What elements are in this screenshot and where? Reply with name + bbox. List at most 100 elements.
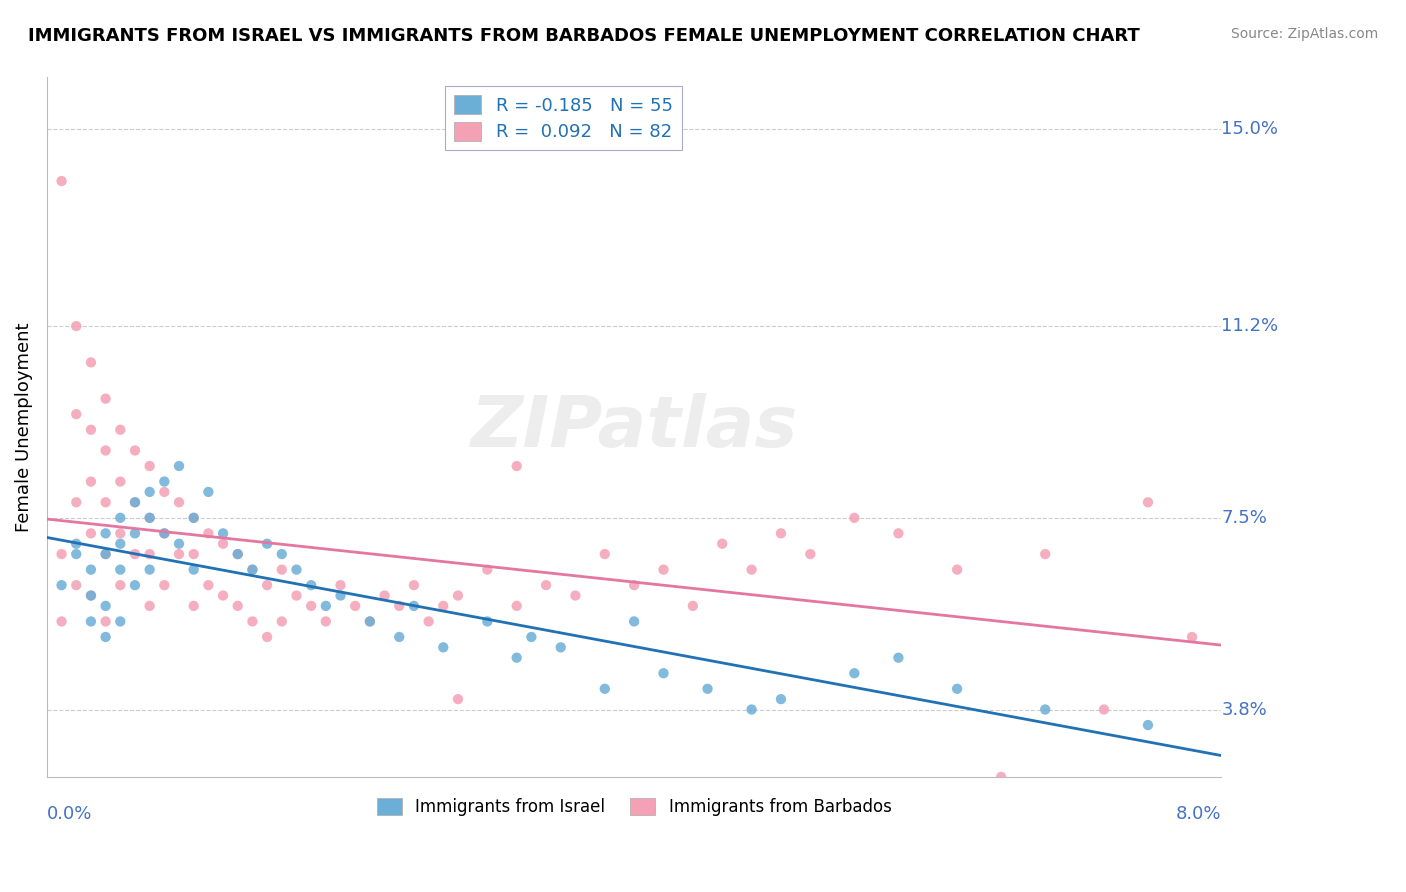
Point [299,578,322,592]
Point [197,526,219,541]
Point [110,511,132,525]
Text: IMMIGRANTS FROM ISRAEL VS IMMIGRANTS FROM BARBADOS FEMALE UNEMPLOYMENT CORRELATI: IMMIGRANTS FROM ISRAEL VS IMMIGRANTS FRO… [28,27,1140,45]
Point [946,563,969,577]
Point [402,599,425,613]
Point [65,547,87,561]
Point [844,511,866,525]
Point [51,174,73,188]
Point [153,526,176,541]
Point [256,578,278,592]
Point [80,526,103,541]
Point [256,630,278,644]
Point [183,511,205,525]
Point [124,495,146,509]
Point [270,615,292,629]
Point [80,563,103,577]
Point [1033,547,1056,561]
Point [138,563,160,577]
Point [374,589,396,603]
Point [65,578,87,592]
Point [505,599,527,613]
Point [623,578,645,592]
Point [80,589,103,603]
Point [110,615,132,629]
Point [359,615,381,629]
Point [153,484,176,499]
Point [329,578,352,592]
Point [124,495,146,509]
Point [285,563,308,577]
Point [167,495,190,509]
Point [711,537,734,551]
Point [183,511,205,525]
Point [110,563,132,577]
Point [1136,495,1159,509]
Point [94,547,117,561]
Point [167,547,190,561]
Point [432,599,454,613]
Point [242,563,264,577]
Point [110,423,132,437]
Point [593,547,616,561]
Point [94,443,117,458]
Point [226,599,249,613]
Point [256,537,278,551]
Point [402,578,425,592]
Point [65,495,87,509]
Text: 8.0%: 8.0% [1175,805,1222,822]
Point [65,319,87,334]
Point [477,615,499,629]
Point [197,484,219,499]
Point [65,537,87,551]
Point [344,599,367,613]
Text: 11.2%: 11.2% [1222,318,1278,335]
Point [315,599,337,613]
Point [183,563,205,577]
Point [1033,702,1056,716]
Point [51,547,73,561]
Text: 3.8%: 3.8% [1222,700,1267,719]
Point [769,526,792,541]
Point [183,547,205,561]
Point [564,589,586,603]
Point [242,615,264,629]
Legend: Immigrants from Israel, Immigrants from Barbados: Immigrants from Israel, Immigrants from … [368,789,900,824]
Point [682,599,704,613]
Point [226,547,249,561]
Point [696,681,718,696]
Point [1181,630,1204,644]
Point [212,589,235,603]
Point [110,526,132,541]
Point [138,511,160,525]
Point [505,650,527,665]
Point [329,589,352,603]
Point [623,615,645,629]
Point [887,650,910,665]
Point [652,563,675,577]
Point [212,526,235,541]
Point [80,475,103,489]
Point [80,589,103,603]
Point [138,484,160,499]
Point [741,563,763,577]
Text: 15.0%: 15.0% [1222,120,1278,138]
Point [270,563,292,577]
Point [138,511,160,525]
Point [124,547,146,561]
Point [359,615,381,629]
Point [183,599,205,613]
Point [1092,702,1115,716]
Point [153,475,176,489]
Point [124,443,146,458]
Text: 7.5%: 7.5% [1222,508,1267,527]
Point [153,578,176,592]
Point [550,640,572,655]
Point [652,666,675,681]
Point [94,615,117,629]
Point [447,692,470,706]
Point [226,547,249,561]
Point [94,392,117,406]
Point [124,526,146,541]
Point [447,589,470,603]
Point [110,475,132,489]
